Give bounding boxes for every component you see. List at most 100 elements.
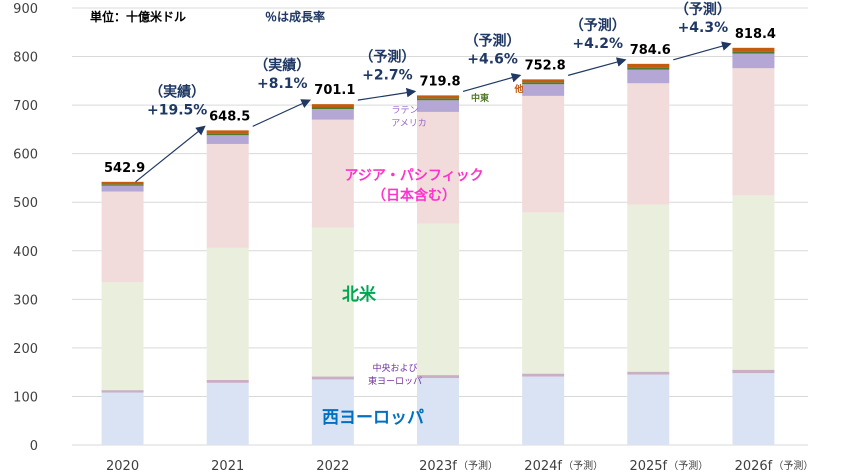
bar-segment-middle-east: [732, 51, 775, 54]
x-tick-label: 2021: [211, 459, 244, 472]
total-label: 648.5: [209, 109, 250, 124]
bar-segment-north-america: [732, 195, 775, 370]
bar-segment-latin-america: [101, 185, 144, 192]
bar-segment-asia-pacific: [417, 111, 459, 224]
label-middle-east: 中東: [471, 92, 489, 104]
bar-segment-western-europe: [417, 377, 459, 445]
label-asia-pacific-2: （日本含む）: [372, 187, 456, 204]
bar-segment-other: [627, 63, 670, 68]
label-central-eastern-europe-2: 東ヨーロッパ: [368, 375, 422, 387]
bar-segment-north-america: [522, 212, 565, 374]
y-tick-label: 600: [13, 148, 38, 163]
bar-segment-middle-east: [206, 133, 249, 136]
bar-segment-middle-east: [311, 107, 354, 109]
y-tick-label: 0: [30, 439, 38, 454]
bar-segment-north-america: [627, 204, 670, 372]
bar-segment-western-europe: [732, 373, 775, 445]
growth-annotations: （実績） +19.5% （実績） +8.1% （予測） +2.7% （予測） +4.6% （予測…: [135, 1, 732, 183]
bar-segment-other: [417, 95, 459, 99]
x-tick-suffix: （予測）: [458, 459, 498, 472]
x-tick-label: 2025f: [629, 459, 667, 472]
label-north-america: 北米: [342, 284, 377, 305]
y-tick-label: 700: [13, 99, 38, 114]
bar-segment-north-america: [311, 227, 354, 377]
x-tick-suffix: （予測）: [563, 459, 603, 472]
bar-segment-north-america: [417, 223, 459, 376]
bar-segment-central-eastern-europe: [522, 373, 565, 377]
bar-segment-asia-pacific: [101, 191, 144, 283]
growth-rate: +19.5%: [147, 102, 207, 118]
bar-segment-other: [522, 79, 565, 83]
growth-arrow: [567, 57, 627, 76]
growth-arrow: [252, 99, 311, 127]
total-label: 542.9: [104, 161, 145, 176]
y-tick-label: 400: [13, 245, 38, 260]
growth-rate: +4.3%: [678, 20, 729, 36]
label-latin-america-1: ラテン: [391, 105, 418, 116]
label-other: 他: [513, 83, 523, 95]
bar-segment-middle-east: [101, 184, 144, 186]
bar-segment-asia-pacific: [732, 68, 775, 196]
growth-kind: （予測）: [675, 1, 731, 18]
x-tick-suffix: （予測）: [668, 459, 708, 472]
growth-kind: （実績）: [254, 57, 310, 74]
bar-segment-middle-east: [522, 82, 565, 85]
x-tick-label: 2026f: [735, 459, 773, 472]
growth-note: ％は成長率: [265, 9, 325, 24]
growth-rate: +4.2%: [572, 36, 623, 52]
label-latin-america-2: アメリカ: [391, 118, 427, 129]
growth-arrow: [357, 87, 417, 101]
bar-segment-latin-america: [627, 69, 670, 84]
y-tick-label: 100: [13, 390, 38, 405]
bar-segment-middle-east: [417, 98, 459, 101]
bar-segment-western-europe: [311, 379, 354, 445]
bar-segment-central-eastern-europe: [206, 379, 249, 383]
bar-segment-latin-america: [311, 108, 354, 120]
growth-kind: （実績）: [149, 83, 205, 100]
growth-kind: （予測）: [465, 32, 521, 49]
bar-segment-other: [311, 104, 354, 108]
label-asia-pacific-1: アジア・パシフィック: [344, 168, 483, 184]
bar-segment-other: [732, 47, 775, 52]
growth-arrow: [462, 73, 522, 92]
bar-segment-central-eastern-europe: [101, 390, 144, 393]
x-tick-label: 2024f: [524, 459, 562, 472]
total-label: 701.1: [314, 83, 355, 98]
bar-segment-central-eastern-europe: [417, 375, 459, 378]
bar-segment-asia-pacific: [311, 119, 354, 228]
bar-segment-asia-pacific: [627, 83, 670, 205]
label-western-europe: 西ヨーロッパ: [322, 408, 424, 428]
bar-segment-central-eastern-europe: [732, 369, 775, 374]
x-axis: 2020 2021 2022 2023f （予測） 2024f （予測） 2025f （予測） 2…: [106, 459, 813, 472]
growth-rate: +2.7%: [362, 67, 413, 83]
x-tick-label: 2022: [316, 459, 349, 472]
y-tick-label: 800: [13, 51, 38, 66]
unit-note: 単位：十億米ドル: [90, 9, 186, 24]
growth-kind: （予測）: [570, 17, 626, 34]
total-label: 818.4: [735, 27, 776, 42]
bar-segment-western-europe: [627, 374, 670, 445]
bars: [101, 47, 775, 445]
total-labels: 542.9 648.5 701.1 719.8 752.8 784.6 818.4: [104, 27, 776, 176]
y-tick-label: 300: [13, 293, 38, 308]
total-label: 719.8: [419, 74, 460, 89]
bar-segment-middle-east: [627, 67, 670, 70]
bar-segment-western-europe: [206, 382, 249, 445]
bar-segment-north-america: [101, 282, 144, 391]
bar-segment-asia-pacific: [206, 143, 249, 248]
bar-segment-latin-america: [417, 100, 459, 112]
total-label: 784.6: [630, 43, 671, 58]
y-tick-label: 500: [13, 196, 38, 211]
y-tick-label: 900: [13, 2, 38, 17]
label-central-eastern-europe-1: 中央および: [372, 362, 417, 374]
bar-segment-latin-america: [522, 84, 565, 96]
bar-segment-central-eastern-europe: [311, 376, 354, 380]
y-axis: 0 100 200 300 400 500 600 700 800 900: [13, 2, 38, 454]
growth-arrow: [135, 125, 206, 183]
growth-kind: （予測）: [359, 48, 415, 65]
bar-segment-western-europe: [522, 376, 565, 445]
growth-arrow: [673, 41, 732, 61]
bar-segment-asia-pacific: [522, 95, 565, 213]
bar-segment-latin-america: [206, 135, 249, 144]
